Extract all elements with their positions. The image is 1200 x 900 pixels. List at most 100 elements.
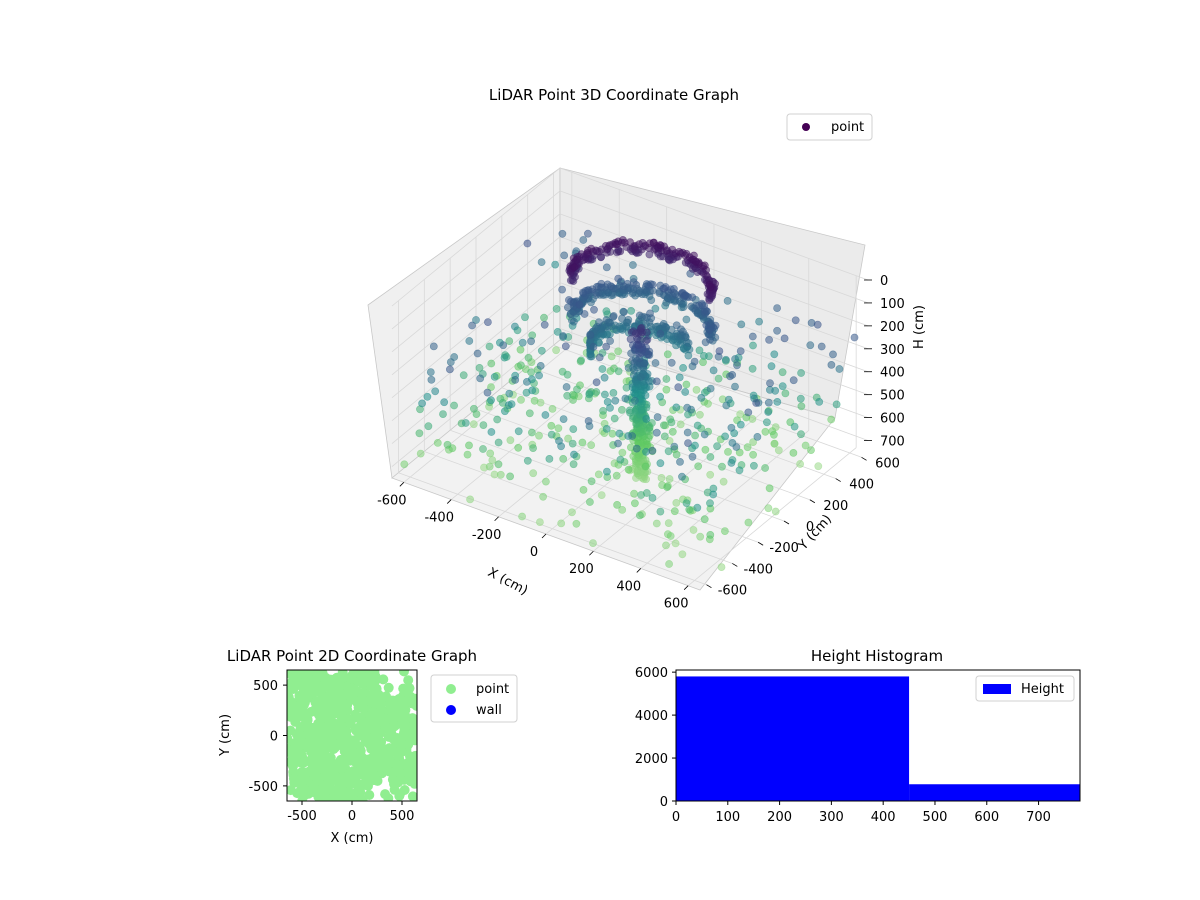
point-marker-2d [352, 748, 363, 759]
point-marker-3d [598, 365, 607, 373]
point-marker-3d [572, 519, 581, 528]
point-marker-2d [298, 692, 309, 703]
point-marker-3d [587, 352, 596, 361]
point-marker-3d [642, 415, 651, 423]
chart-histogram: Height Histogram 0 100 200 300 400 500 600 7000… [635, 647, 1081, 825]
point-marker-2d [372, 775, 383, 786]
point-marker-3d [487, 428, 496, 436]
point-marker-3d [631, 499, 639, 508]
y-tick-label-3d: -600 [718, 584, 748, 599]
point-marker-3d [624, 465, 633, 474]
point-marker-3d [663, 350, 672, 359]
point-marker-2d [347, 670, 358, 680]
point-marker-3d [517, 395, 525, 404]
y-tick-mark-3d [809, 499, 816, 504]
z-tick-label-3d: 200 [880, 320, 905, 335]
point-marker-3d [586, 498, 594, 506]
point-marker-3d [505, 389, 514, 398]
point-marker-3d [539, 492, 547, 501]
x-tick-mark-3d [541, 533, 547, 539]
point-marker-3d [400, 460, 409, 469]
point-marker-3d [562, 383, 571, 391]
point-marker-2d [405, 696, 415, 707]
point-marker-3d [559, 415, 568, 423]
point-marker-3d [813, 320, 822, 329]
point-marker-3d [506, 436, 515, 445]
point-marker-3d [536, 361, 545, 370]
point-marker-3d [472, 316, 480, 324]
point-marker-2d [389, 733, 400, 744]
point-marker-3d [711, 321, 720, 330]
point-marker-3d [749, 450, 757, 459]
point-marker-3d [832, 400, 841, 409]
point-marker-2d [348, 766, 359, 777]
point-marker-2d [354, 670, 365, 680]
point-marker-3d [602, 307, 611, 316]
point-marker-3d [678, 472, 686, 481]
point-marker-3d [764, 408, 773, 416]
point-marker-3d [600, 373, 609, 382]
point-marker-3d [689, 526, 698, 534]
point-marker-3d [525, 409, 534, 418]
point-marker-3d [773, 304, 781, 312]
point-marker-3d [656, 392, 664, 401]
y-tick-label-3d: 200 [823, 499, 848, 514]
grid-3d [391, 167, 869, 587]
point-marker-3d [682, 380, 691, 389]
x-tick-label-histogram: 100 [715, 810, 740, 825]
point-marker-3d [469, 420, 478, 429]
x-tick-label-2d: -500 [287, 809, 317, 824]
point-marker-2d [368, 738, 379, 749]
point-marker-3d [630, 489, 638, 498]
point-marker-3d [431, 387, 440, 396]
point-marker-3d [671, 539, 680, 548]
point-marker-3d [584, 417, 593, 425]
point-marker-3d [638, 238, 647, 247]
point-marker-3d [666, 532, 675, 540]
point-marker-3d [665, 560, 673, 568]
point-marker-3d [645, 377, 653, 386]
point-marker-2d [354, 730, 365, 741]
point-marker-3d [592, 388, 601, 396]
point-marker-3d [636, 511, 644, 520]
point-marker-2d [382, 746, 393, 757]
point-marker-3d [563, 370, 572, 379]
point-marker-3d [611, 396, 620, 405]
point-marker-2d [399, 785, 410, 795]
point-marker-3d [664, 447, 673, 456]
ticks-histogram: 0 100 200 300 400 500 600 700 0 2000 4000 6000 [635, 666, 1051, 825]
point-marker-2d [404, 683, 415, 694]
point-marker-3d [443, 440, 452, 449]
z-axis-label-3d: H (cm) [912, 305, 927, 349]
point-marker-3d [796, 394, 805, 403]
point-marker-3d [555, 436, 563, 445]
point-marker-3d [524, 353, 533, 362]
point-marker-3d [695, 346, 704, 355]
point-marker-3d [569, 425, 578, 433]
point-marker-3d [506, 472, 514, 481]
point-marker-3d [648, 446, 657, 455]
point-marker-3d [670, 507, 679, 516]
point-marker-3d [500, 407, 509, 416]
point-marker-3d [487, 383, 495, 391]
point-marker-2d [352, 778, 363, 789]
point-marker-3d [573, 385, 581, 394]
x-tick-label-3d: 400 [616, 579, 641, 594]
ticks-3d: -600-400-2000200400600-600-400-200020040… [377, 274, 905, 612]
point-marker-2d [287, 707, 297, 718]
point-marker-3d [579, 288, 587, 297]
point-marker-3d [764, 398, 773, 407]
point-marker-3d [835, 365, 844, 373]
point-marker-3d [681, 291, 690, 300]
point-marker-2d [322, 779, 333, 790]
point-marker-2d [400, 705, 411, 715]
point-marker-3d [603, 467, 611, 476]
point-marker-2d [296, 731, 307, 742]
point-marker-3d [642, 328, 651, 337]
x-axis-label-2d: X (cm) [331, 831, 374, 846]
point-marker-3d [602, 424, 611, 433]
point-marker-3d [446, 358, 455, 366]
point-marker-3d [485, 462, 494, 471]
point-marker-3d [595, 353, 604, 362]
point-marker-3d [590, 305, 598, 314]
